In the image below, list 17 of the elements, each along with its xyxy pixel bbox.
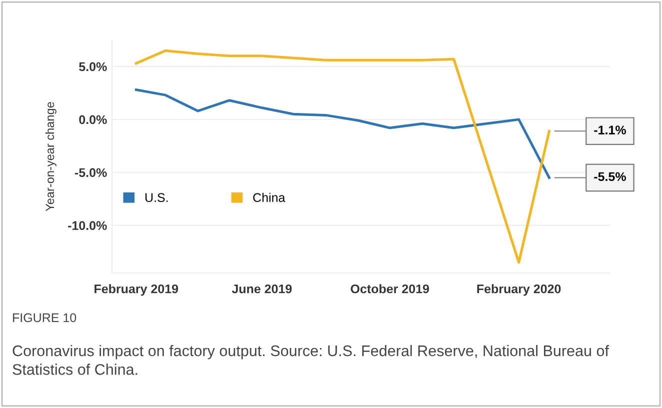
text: Coronavirus impact on factory output. Source: U.S. Federal Reserve, National Bureau of Statistics of China. xyxy=(12,345,609,375)
y-tick-label: 5.0% xyxy=(79,62,107,72)
x-tick-label: June 2019 xyxy=(232,284,292,294)
x-tick-label: October 2019 xyxy=(350,284,429,294)
y-tick-label: -10.0% xyxy=(68,221,107,230)
x-tick-label: February 2019 xyxy=(94,284,178,296)
y-tick-label: -5.0% xyxy=(74,168,107,178)
line-series xyxy=(134,49,550,264)
y-tick-label: 0.0% xyxy=(79,115,107,124)
x-tick-label: February 2020 xyxy=(477,284,561,296)
caption: FIGURE 10 xyxy=(13,313,76,322)
y-axis-title: Year-on-year change xyxy=(45,102,56,212)
legend-label: U.S. xyxy=(145,193,168,202)
line-series xyxy=(134,88,550,179)
annotation: -1.1% xyxy=(594,126,626,134)
legend-label: China xyxy=(253,192,286,202)
annotation: -5.5% xyxy=(594,172,626,182)
